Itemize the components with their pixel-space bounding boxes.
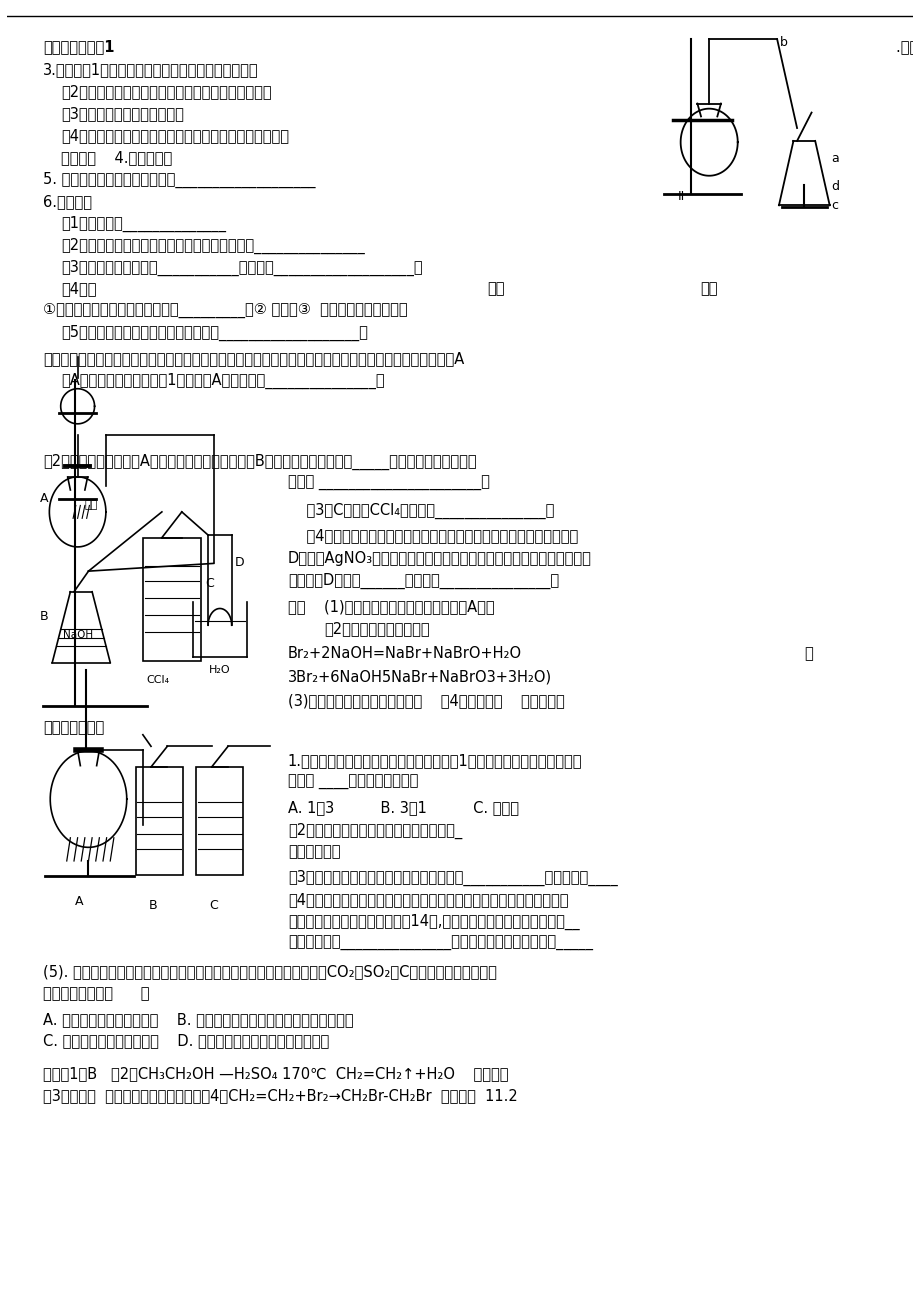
Text: b: b <box>779 35 787 48</box>
Text: （1）催化剂是______________: （1）催化剂是______________ <box>62 216 226 232</box>
Text: （2）将苯和液渴加入圆底烧瓶中，并向其中加入铁屑: （2）将苯和液渴加入圆底烧瓶中，并向其中加入铁屑 <box>62 85 272 99</box>
Text: （2）插入锣形瓶中的导管不伸入液面下，其原因_______________: （2）插入锣形瓶中的导管不伸入液面下，其原因_______________ <box>62 237 365 254</box>
Text: B: B <box>40 611 48 624</box>
Text: II: II <box>676 190 684 203</box>
Bar <box>142 538 200 661</box>
Text: A: A <box>40 492 48 505</box>
Text: 物生成的现象是（      ）: 物生成的现象是（ ） <box>43 986 150 1001</box>
Text: (5). 实验室制取乙烯时，常因加热时局部温度过高而使反应生成副产物CO₂、SO₂、C等，能证明有上述副产: (5). 实验室制取乙烯时，常因加热时局部温度过高而使反应生成副产物CO₂、SO… <box>43 963 496 979</box>
Text: （2）实验结束时，打开A下端的活塞，让反应液流入B中，充分振荡，目的是_____，写出有关反应的化学: （2）实验结束时，打开A下端的活塞，让反应液流入B中，充分振荡，目的是_____… <box>43 454 476 470</box>
Text: B: B <box>148 898 157 911</box>
Text: D中加入AgNO₃溶液，若产生淡黄色沉淠，则能证明。另一种验证的方法: D中加入AgNO₃溶液，若产生淡黄色沉淠，则能证明。另一种验证的方法 <box>288 551 591 565</box>
Text: (3)除去渴化氢气体中的渴蒸气；    （4）石蕊试液    溶液变红色: (3)除去渴化氢气体中的渴蒸气； （4）石蕊试液 溶液变红色 <box>288 694 564 708</box>
Text: ①倒入氯氧化销溶液中，其目的是_________，② 分液，③  蒸馏（先递出的是苯）: ①倒入氯氧化销溶液中，其目的是_________，② 分液，③ 蒸馏（先递出的是… <box>43 303 407 319</box>
Text: H₂O: H₂O <box>209 665 231 674</box>
Text: 练习：某化学课外小组用如下图装置制取溄苯。先向分液漏斗中加入苯和液渴，再将混合液慢慢滴入反应器A: 练习：某化学课外小组用如下图装置制取溄苯。先向分液漏斗中加入苯和液渴，再将混合液… <box>43 350 464 366</box>
Text: D: D <box>234 556 244 569</box>
Text: 6.注意点：: 6.注意点： <box>43 194 92 208</box>
Text: 纯？: 纯？ <box>700 281 718 297</box>
Text: C. 生成的气体可使渴水褪色    D. 生成的气体可使高锡酸钒溢液褪色: C. 生成的气体可使渴水褪色 D. 生成的气体可使高锡酸钒溢液褪色 <box>43 1034 329 1048</box>
Text: 实验室制溄苯：1: 实验室制溄苯：1 <box>43 39 115 55</box>
Text: A. 1：3          B. 3：1          C. 任意比: A. 1：3 B. 3：1 C. 任意比 <box>288 801 518 815</box>
Text: C: C <box>209 898 218 911</box>
Text: 其反应类型是: 其反应类型是 <box>288 844 340 859</box>
Text: 3Br₂+6NaOH5NaBr+NaBrO3+3H₂O): 3Br₂+6NaOH5NaBr+NaBrO3+3H₂O) <box>288 669 551 684</box>
Text: （3）瓷碎片  防止剥烈跳动（或暴汸）（4）CH₂=CH₂+Br₂→CH₂Br-CH₂Br  加成反应  11.2: （3）瓷碎片 防止剥烈跳动（或暴汸）（4）CH₂=CH₂+Br₂→CH₂Br-C… <box>43 1087 517 1103</box>
Text: A. 生成的气体有刺激性气味    B. 乙醇和浓硫酸混合液加热后颜色逐渐发黑: A. 生成的气体有刺激性气味 B. 乙醇和浓硫酸混合液加热后颜色逐渐发黑 <box>43 1012 354 1027</box>
Text: c: c <box>831 199 837 212</box>
Text: NaOH: NaOH <box>63 630 93 641</box>
Text: 样提: 样提 <box>487 281 505 297</box>
Text: 3.步骤：（1）检验气密性。在圆底烧瓶内放入铁屑。: 3.步骤：（1）检验气密性。在圆底烧瓶内放入铁屑。 <box>43 62 258 77</box>
Text: CCl₄: CCl₄ <box>146 676 169 685</box>
Text: 质），测得洗气瓶的质量增加了14克,写出洗气瓶中发生反应的方程式__: 质），测得洗气瓶的质量增加了14克,写出洗气瓶中发生反应的方程式__ <box>288 914 579 930</box>
Text: （A下端活塞关闭）中。（1）观察到A中的现象是_______________。: （A下端活塞关闭）中。（1）观察到A中的现象是_______________。 <box>62 372 384 389</box>
Text: 实验室制乙烯：: 实验室制乙烯： <box>43 720 105 736</box>
Text: 的烧杯里    4.反应原理：: 的烧杯里 4.反应原理： <box>62 150 173 165</box>
Text: 铁丝: 铁丝 <box>85 500 98 510</box>
Text: .药品：苯、液渴、铁屑、水    2.装置：圆底烧瓶、锥形瓶、铁架台、导管、单孔塞: .药品：苯、液渴、铁屑、水 2.装置：圆底烧瓶、锥形瓶、铁架台、导管、单孔塞 <box>895 39 919 55</box>
Text: （3）C中盛放CCl₄的作用是_______________。: （3）C中盛放CCl₄的作用是_______________。 <box>288 503 553 519</box>
Text: （2）写出烧瓶中反应生成乙烯的方程式：_: （2）写出烧瓶中反应生成乙烯的方程式：_ <box>288 823 461 838</box>
Text: （4）反应后将具支试管里的液体倒入盛有氯氧化销的溶液: （4）反应后将具支试管里的液体倒入盛有氯氧化销的溶液 <box>62 128 289 143</box>
Text: 1.实验室制取乙烯的装置如图，请回答：（1）烧瓶中是以浓硫酸和酒精按: 1.实验室制取乙烯的装置如图，请回答：（1）烧瓶中是以浓硫酸和酒精按 <box>288 753 582 768</box>
Bar <box>135 767 183 875</box>
Text: （3）经振荡后按下列装置组合: （3）经振荡后按下列装置组合 <box>62 107 184 121</box>
Text: C: C <box>205 577 214 590</box>
Text: （4）若证明苯和液渴发生的是取代反应，而不是加成反应，可向试管: （4）若证明苯和液渴发生的是取代反应，而不是加成反应，可向试管 <box>288 529 577 544</box>
Text: a: a <box>831 151 838 164</box>
Text: （5）烧瓶中连有一个长导管，其作用是___________________，: （5）烧瓶中连有一个长导管，其作用是___________________， <box>62 326 368 341</box>
Text: 是向试管D中加入______，现象是_______________。: 是向试管D中加入______，现象是_______________。 <box>288 573 559 589</box>
Text: 体积比 ____混合所得的混合液: 体积比 ____混合所得的混合液 <box>288 775 418 790</box>
Text: （4）若将产生的乙烯通入含有渴水的洗气瓶中（假设乙烯中不含任何杂: （4）若将产生的乙烯通入含有渴水的洗气瓶中（假设乙烯中不含任何杂 <box>288 892 568 907</box>
Text: Br₂+2NaOH=NaBr+NaBrO+H₂O: Br₂+2NaOH=NaBr+NaBrO+H₂O <box>288 646 521 661</box>
Text: （3）反应生成粗溄苯是___________色，原因___________________，: （3）反应生成粗溄苯是___________色，原因______________… <box>62 259 423 276</box>
Text: 其反应类型是_______________，被吸收的乙烯在标况下有_____: 其反应类型是_______________，被吸收的乙烯在标况下有_____ <box>288 936 592 950</box>
Text: （3）烧瓶中除了浓硫酸和酒精外还需加入些___________，其作用是____: （3）烧瓶中除了浓硫酸和酒精外还需加入些___________，其作用是____ <box>288 870 617 887</box>
Text: 5. 导管出口附近能发现的现象是___________________: 5. 导管出口附近能发现的现象是___________________ <box>43 172 315 187</box>
Text: 答案    (1)反应液微汸，有红棕色气体充满A容器: 答案 (1)反应液微汸，有红棕色气体充满A容器 <box>288 599 494 615</box>
Text: （2）除去溶于溄苯中的渴: （2）除去溶于溄苯中的渴 <box>323 621 429 637</box>
Text: 或: 或 <box>803 646 812 661</box>
Text: d: d <box>831 180 839 193</box>
Text: A: A <box>74 894 84 907</box>
Text: （4）怎: （4）怎 <box>62 281 96 297</box>
Bar <box>196 767 244 875</box>
Text: 方程式 ______________________。: 方程式 ______________________。 <box>288 475 489 491</box>
Text: 答案（1）B   （2）CH₃CH₂OH —H₂SO₄ 170℃  CH₂=CH₂↑+H₂O    消去反应: 答案（1）B （2）CH₃CH₂OH —H₂SO₄ 170℃ CH₂=CH₂↑+… <box>43 1066 508 1081</box>
